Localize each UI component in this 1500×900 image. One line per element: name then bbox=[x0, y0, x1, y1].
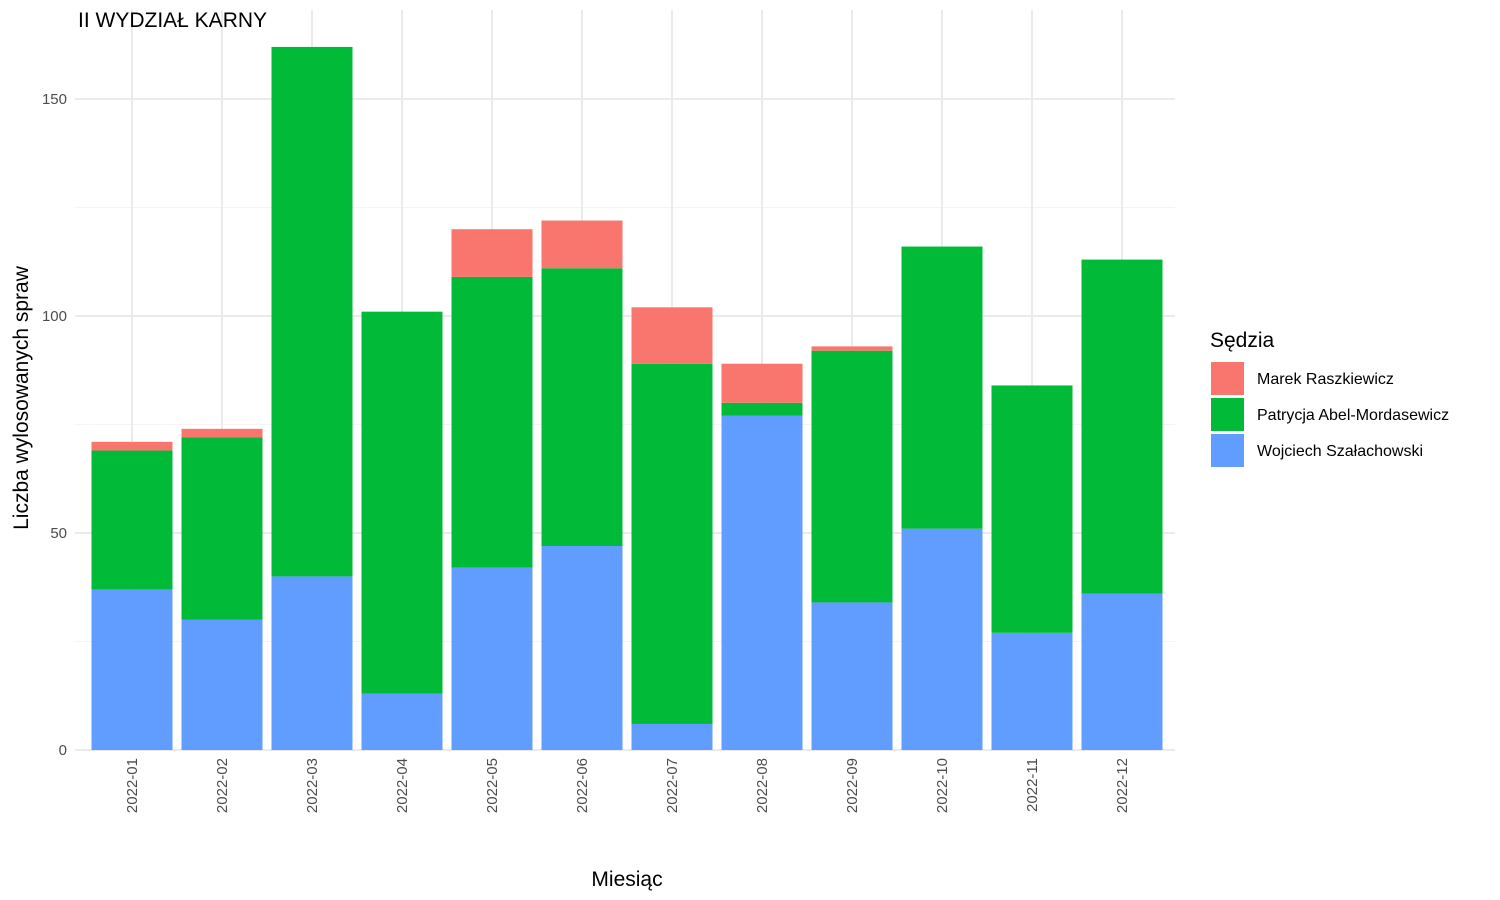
legend-label: Patrycja Abel-Mordasewicz bbox=[1257, 407, 1449, 424]
x-tick-label: 2022-01 bbox=[124, 758, 141, 813]
bar-segment bbox=[361, 311, 443, 694]
bar-segment bbox=[901, 528, 983, 750]
x-tick-label: 2022-09 bbox=[844, 758, 861, 813]
bar-segment bbox=[721, 402, 803, 416]
bar-segment bbox=[811, 350, 893, 603]
bars-layer bbox=[91, 46, 1163, 750]
y-axis-title: Liczba wylosowanych spraw bbox=[10, 265, 33, 530]
bar-segment bbox=[451, 276, 533, 568]
bar-segment bbox=[271, 46, 353, 577]
legend-key bbox=[1211, 362, 1244, 395]
bar-segment bbox=[181, 619, 263, 750]
bar-segment bbox=[271, 576, 353, 750]
bar-segment bbox=[91, 450, 173, 590]
legend-label: Marek Raszkiewicz bbox=[1257, 371, 1394, 388]
legend-title: Sędzia bbox=[1210, 329, 1275, 352]
bar-segment bbox=[451, 567, 533, 750]
legend-items: Marek Raszkiewicz Patrycja Abel-Mordasewi… bbox=[1211, 362, 1449, 467]
y-tick-label: 100 bbox=[42, 308, 67, 325]
x-tick-label: 2022-08 bbox=[754, 758, 771, 813]
bar-segment bbox=[541, 268, 623, 547]
bar-segment bbox=[991, 632, 1073, 750]
bar-segment bbox=[451, 229, 533, 277]
x-tick-label: 2022-03 bbox=[304, 758, 321, 813]
bar-segment bbox=[181, 437, 263, 620]
bar-segment bbox=[721, 363, 803, 403]
y-tick-label: 0 bbox=[59, 742, 67, 759]
y-tick-label: 50 bbox=[50, 525, 67, 542]
bar-segment bbox=[541, 220, 623, 269]
legend: Sędzia Marek Raszkiewicz Patrycja Abel-Mo… bbox=[1210, 329, 1449, 467]
x-tick-label: 2022-07 bbox=[664, 758, 681, 813]
legend-key bbox=[1211, 398, 1244, 431]
bar-segment bbox=[901, 246, 983, 529]
bar-segment bbox=[811, 346, 893, 351]
axis-layer: 0 50 100 150 2022-01 2022-02 2022-03 2022-04 202… bbox=[42, 91, 1131, 813]
x-tick-label: 2022-06 bbox=[574, 758, 591, 813]
x-tick-label: 2022-10 bbox=[934, 758, 951, 813]
bar-segment bbox=[541, 546, 623, 750]
bar-segment bbox=[1081, 259, 1163, 594]
legend-label: Wojciech Szałachowski bbox=[1257, 443, 1423, 460]
bar-segment bbox=[361, 693, 443, 750]
chart-title: II WYDZIAŁ KARNY bbox=[78, 9, 267, 32]
bar-segment bbox=[991, 385, 1073, 633]
bar-segment bbox=[811, 602, 893, 750]
x-axis-title: Miesiąc bbox=[591, 868, 662, 891]
bar-segment bbox=[181, 428, 263, 438]
x-tick-label: 2022-12 bbox=[1114, 758, 1131, 813]
bar-segment bbox=[91, 589, 173, 750]
bar-segment bbox=[1081, 593, 1163, 750]
legend-key bbox=[1211, 434, 1244, 467]
bar-segment bbox=[631, 363, 713, 724]
bar-segment bbox=[721, 415, 803, 750]
bar-segment bbox=[91, 441, 173, 451]
bar-segment bbox=[631, 723, 713, 750]
x-tick-label: 2022-02 bbox=[214, 758, 231, 813]
x-tick-label: 2022-11 bbox=[1024, 758, 1041, 812]
bar-segment bbox=[631, 307, 713, 364]
x-tick-label: 2022-05 bbox=[484, 758, 501, 813]
y-tick-label: 150 bbox=[42, 91, 67, 108]
x-tick-label: 2022-04 bbox=[394, 758, 411, 813]
